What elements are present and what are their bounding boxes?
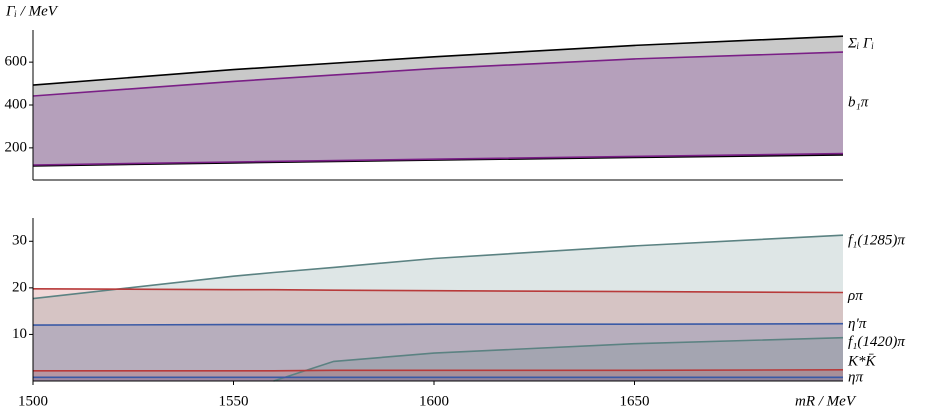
- series-area: [33, 288, 843, 381]
- series-label: ηπ: [848, 370, 863, 386]
- series-label: b₁π: [848, 94, 869, 110]
- x-axis-label: mR / MeV: [795, 393, 857, 409]
- series-area: [33, 235, 843, 381]
- series-line: [33, 369, 844, 372]
- series-label: f₁(1285)π: [848, 233, 905, 249]
- series-label: K*K̄: [847, 353, 877, 369]
- series-area: [33, 377, 843, 381]
- series-line: [273, 336, 844, 382]
- series-line: [32, 51, 844, 97]
- y-tick-label: 200: [5, 139, 28, 155]
- x-tick-label: 1600: [419, 393, 449, 409]
- series-line: [32, 288, 844, 294]
- y-tick-label: 400: [5, 96, 28, 112]
- y-tick-label: 20: [12, 279, 27, 295]
- series-label: Σᵢ Γᵢ: [847, 36, 874, 52]
- series-line: [32, 154, 844, 167]
- series-area: [33, 369, 843, 381]
- series-line: [32, 322, 844, 326]
- series-label: f₁(1420)π: [848, 334, 905, 350]
- y-tick-label: 600: [5, 54, 28, 70]
- series-label: η′π: [848, 316, 867, 332]
- series-label: ρπ: [847, 288, 863, 304]
- series-line: [32, 234, 844, 300]
- y-tick-label: 10: [12, 326, 27, 342]
- x-tick-label: 1500: [18, 393, 48, 409]
- y-axis-label: Γᵢ / MeV: [5, 3, 59, 19]
- x-tick-label: 1550: [218, 393, 248, 409]
- series-line: [32, 35, 844, 86]
- x-tick-label: 1650: [619, 393, 649, 409]
- band-area: [33, 52, 843, 166]
- series-line: [32, 152, 844, 166]
- y-tick-label: 30: [12, 233, 27, 249]
